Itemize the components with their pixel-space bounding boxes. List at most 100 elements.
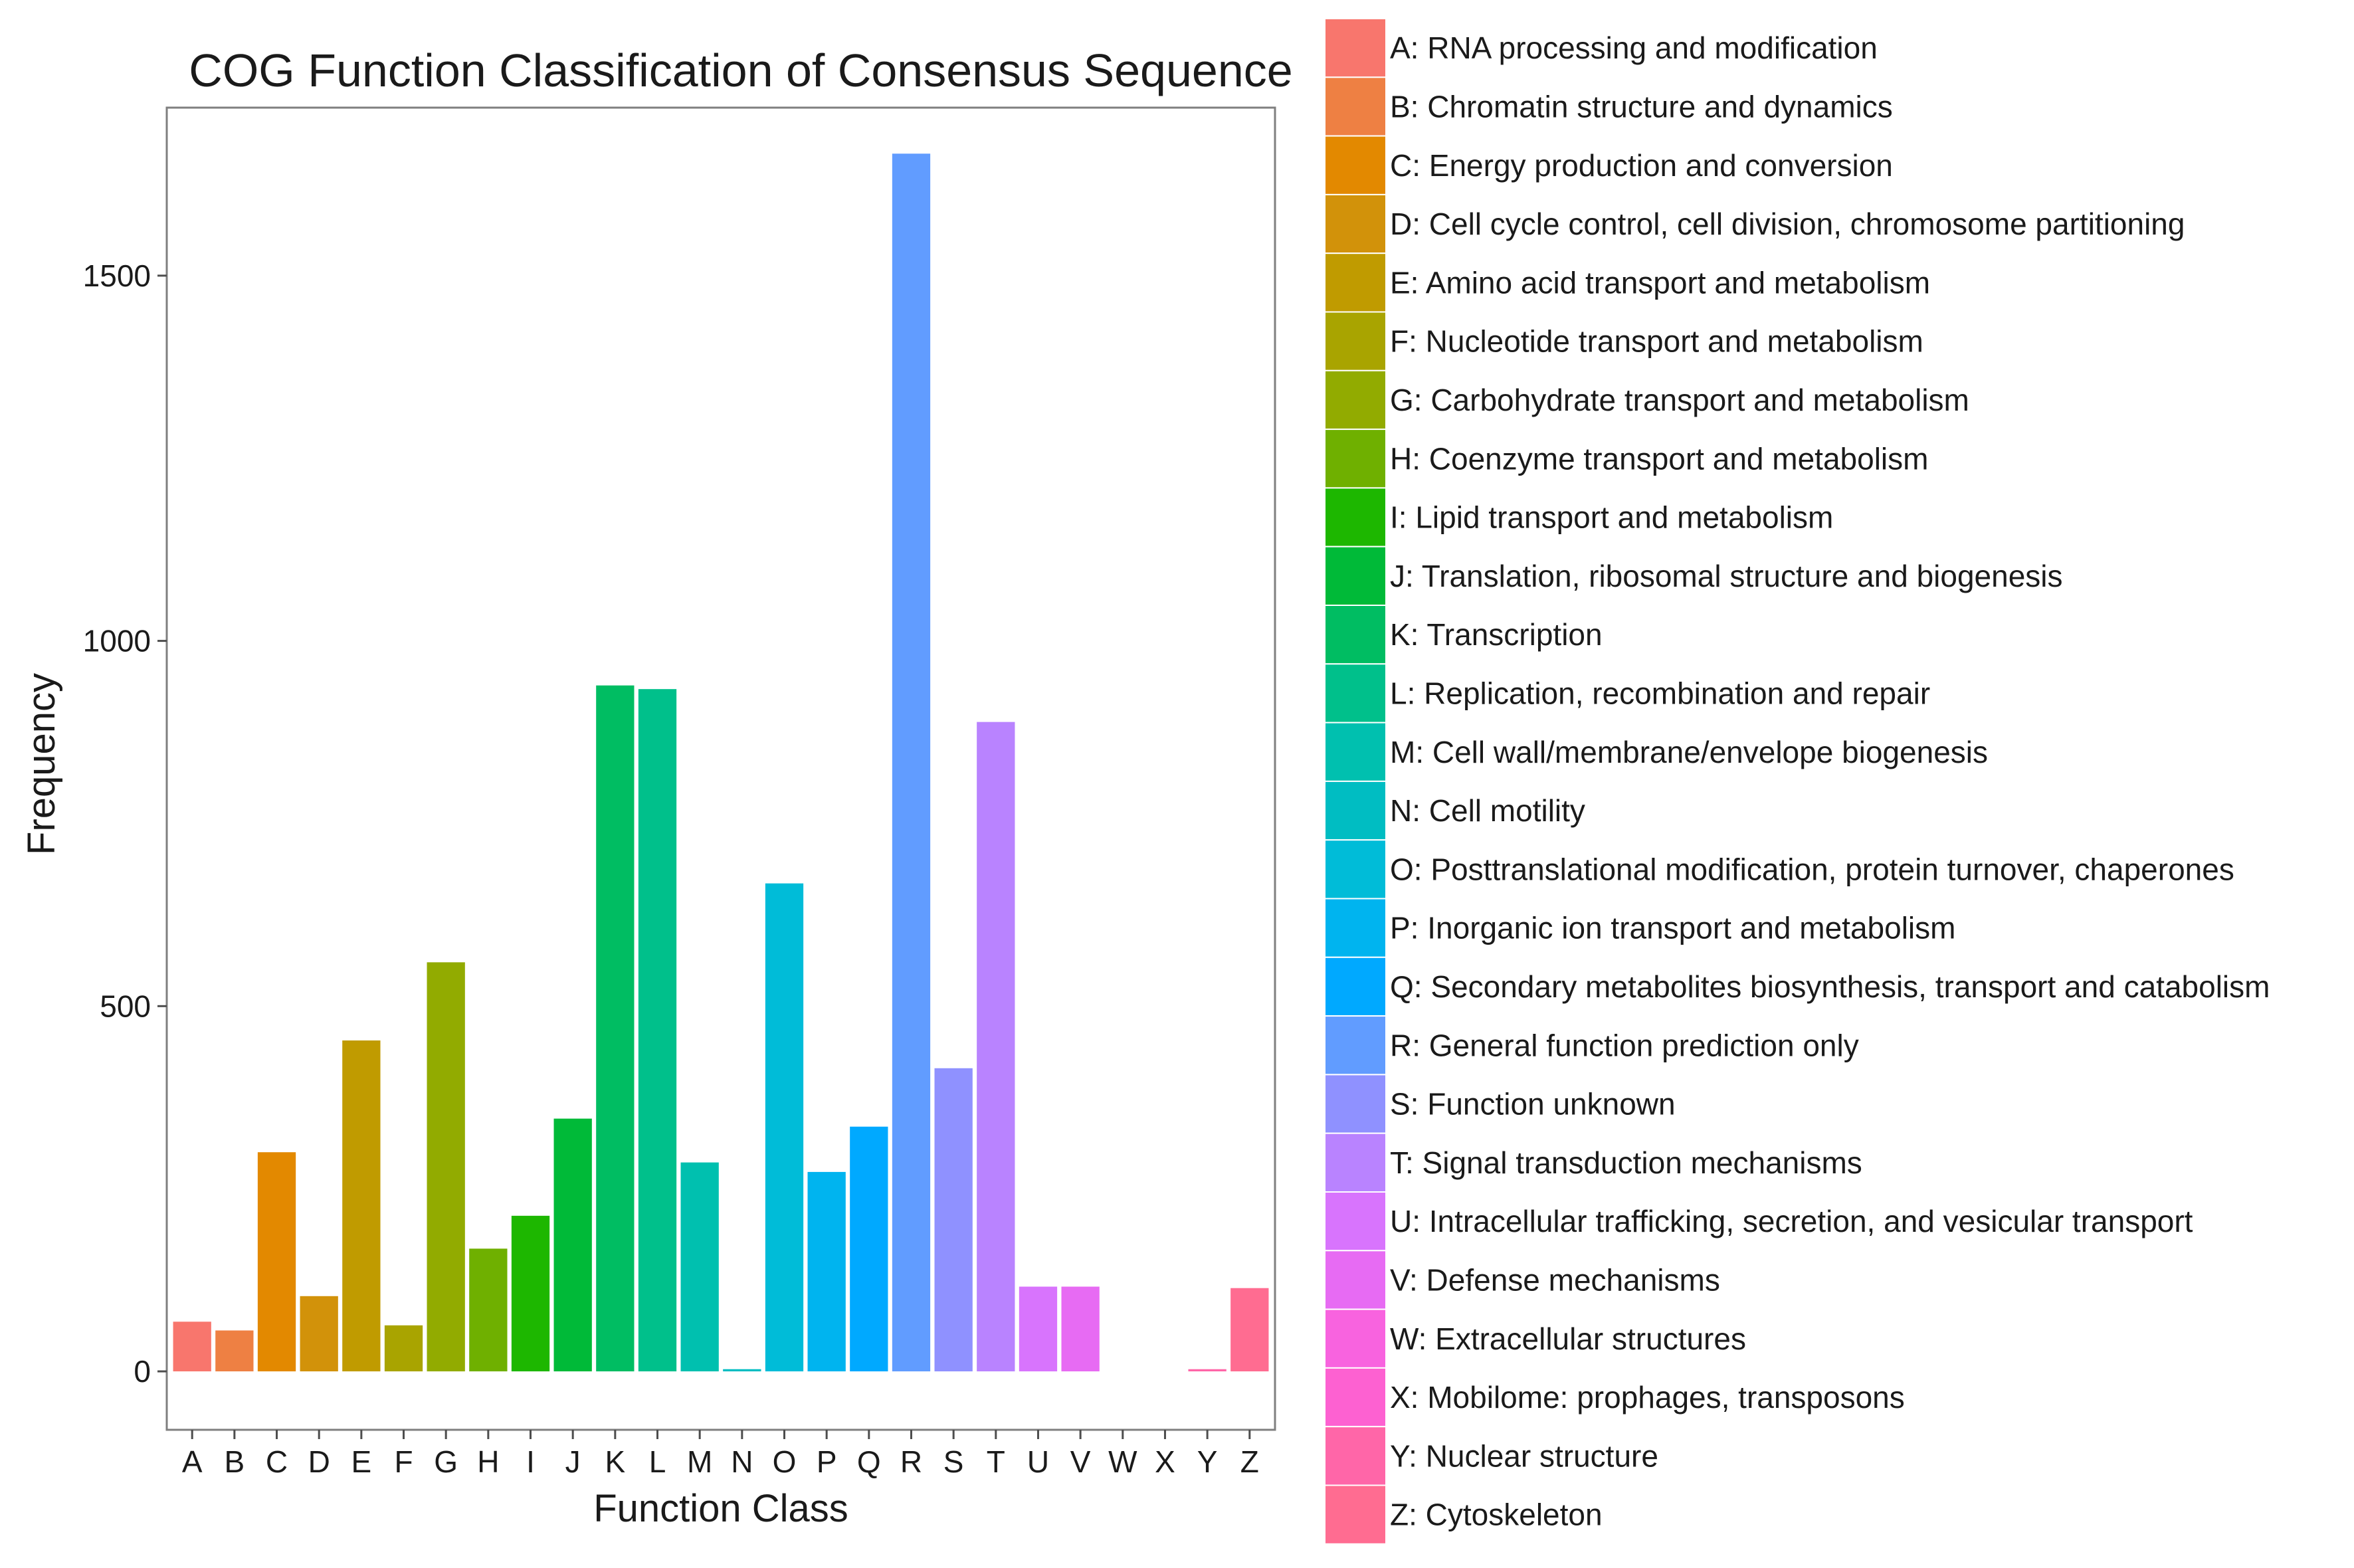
legend-key (1324, 956, 1387, 1017)
legend-label: V: Defense mechanisms (1390, 1262, 1720, 1297)
legend-key (1324, 1367, 1387, 1428)
x-tick-label: F (394, 1444, 413, 1479)
x-tick-label: S (943, 1444, 964, 1479)
legend-label: Q: Secondary metabolites biosynthesis, t… (1390, 969, 2270, 1004)
y-axis-title: Frequency (20, 673, 63, 855)
legend-label: F: Nucleotide transport and metabolism (1390, 324, 1923, 359)
y-tick-label: 500 (100, 989, 151, 1023)
bar-P (807, 1171, 846, 1372)
legend-key (1324, 1308, 1387, 1369)
legend-key (1324, 487, 1387, 547)
legend-label: O: Posttranslational modification, prote… (1390, 852, 2234, 886)
bar-G (427, 962, 465, 1372)
legend-label: G: Carbohydrate transport and metabolism (1390, 383, 1969, 417)
legend-key (1324, 369, 1387, 431)
x-tick-label: A (182, 1444, 203, 1479)
bar-A (173, 1322, 211, 1372)
y-tick-label: 0 (134, 1354, 151, 1389)
legend-label: L: Replication, recombination and repair (1390, 676, 1930, 710)
x-tick-label: B (225, 1444, 245, 1479)
legend-key (1324, 1484, 1387, 1545)
legend-label: N: Cell motility (1390, 793, 1585, 828)
legend-key (1324, 898, 1387, 958)
legend-key (1324, 193, 1387, 254)
legend-key (1324, 1250, 1387, 1310)
bar-H (469, 1248, 508, 1372)
legend-label: Z: Cytoskeleton (1390, 1498, 1603, 1532)
x-tick-label: V (1070, 1444, 1091, 1479)
legend-label: A: RNA processing and modification (1390, 31, 1878, 65)
legend-key (1324, 429, 1387, 489)
y-axis: 0 500 1000 1500 (83, 258, 167, 1389)
legend-key (1324, 780, 1387, 841)
x-tick-label: N (731, 1444, 753, 1479)
bar-T (977, 722, 1015, 1372)
x-tick-label: O (773, 1444, 797, 1479)
legend-label: H: Coenzyme transport and metabolism (1390, 441, 1928, 476)
legend-label: M: Cell wall/membrane/envelope biogenesi… (1390, 735, 1988, 769)
legend-key (1324, 605, 1387, 665)
x-axis-title: Function Class (593, 1487, 848, 1530)
legend-key (1324, 252, 1387, 313)
legend-key (1324, 1015, 1387, 1076)
x-tick-label: G (434, 1444, 458, 1479)
legend-label: P: Inorganic ion transport and metabolis… (1390, 911, 1955, 945)
legend: A: RNA processing and modification B: Chr… (1324, 18, 2270, 1545)
bar-series (173, 153, 1269, 1372)
legend-label: S: Function unknown (1390, 1087, 1676, 1122)
bar-B (215, 1330, 254, 1372)
bar-J (553, 1118, 592, 1372)
y-tick-label: 1500 (83, 258, 151, 293)
x-tick-label: Z (1240, 1444, 1259, 1479)
legend-key (1324, 839, 1387, 900)
y-tick-label: 1000 (83, 624, 151, 658)
bar-C (257, 1152, 296, 1372)
bar-R (892, 153, 931, 1372)
legend-key (1324, 311, 1387, 371)
x-tick-label: E (351, 1444, 372, 1479)
chart-title: COG Function Classification of Consensus… (189, 45, 1292, 96)
legend-key (1324, 135, 1387, 195)
bar-K (596, 685, 635, 1372)
x-tick-label: U (1027, 1444, 1049, 1479)
bar-I (511, 1215, 550, 1372)
plot-panel (165, 106, 1276, 1431)
legend-key (1324, 545, 1387, 607)
x-tick-label: P (817, 1444, 837, 1479)
legend-label: U: Intracellular trafficking, secretion,… (1390, 1204, 2193, 1238)
legend-label: E: Amino acid transport and metabolism (1390, 265, 1930, 300)
legend-key (1324, 1426, 1387, 1486)
bar-U (1019, 1286, 1058, 1372)
x-tick-label: T (987, 1444, 1005, 1479)
legend-label: X: Mobilome: prophages, transposons (1390, 1380, 1905, 1415)
x-tick-label: K (605, 1444, 625, 1479)
legend-label: B: Chromatin structure and dynamics (1390, 89, 1893, 124)
bar-Z (1230, 1288, 1269, 1372)
legend-key (1324, 1191, 1387, 1252)
bar-O (765, 883, 804, 1372)
legend-label: T: Signal transduction mechanisms (1390, 1145, 1862, 1180)
x-tick-label: J (565, 1444, 581, 1479)
x-tick-label: H (477, 1444, 499, 1479)
x-tick-label: Y (1197, 1444, 1218, 1479)
legend-label: I: Lipid transport and metabolism (1390, 500, 1833, 535)
legend-key (1324, 722, 1387, 782)
bar-V (1061, 1286, 1100, 1372)
legend-label: W: Extracellular structures (1390, 1322, 1746, 1356)
legend-label: J: Translation, ribosomal structure and … (1390, 559, 2063, 593)
legend-key (1324, 76, 1387, 137)
x-tick-label: L (649, 1444, 666, 1479)
x-tick-label: Q (857, 1444, 881, 1479)
bar-E (342, 1040, 381, 1372)
legend-label: D: Cell cycle control, cell division, ch… (1390, 207, 2185, 241)
bar-N (723, 1369, 761, 1372)
legend-key (1324, 663, 1387, 724)
bar-Y (1188, 1369, 1226, 1372)
legend-label: C: Energy production and conversion (1390, 148, 1893, 183)
legend-key (1324, 1132, 1387, 1193)
bar-Q (850, 1126, 888, 1372)
legend-label: K: Transcription (1390, 617, 1603, 652)
bar-S (934, 1068, 973, 1372)
